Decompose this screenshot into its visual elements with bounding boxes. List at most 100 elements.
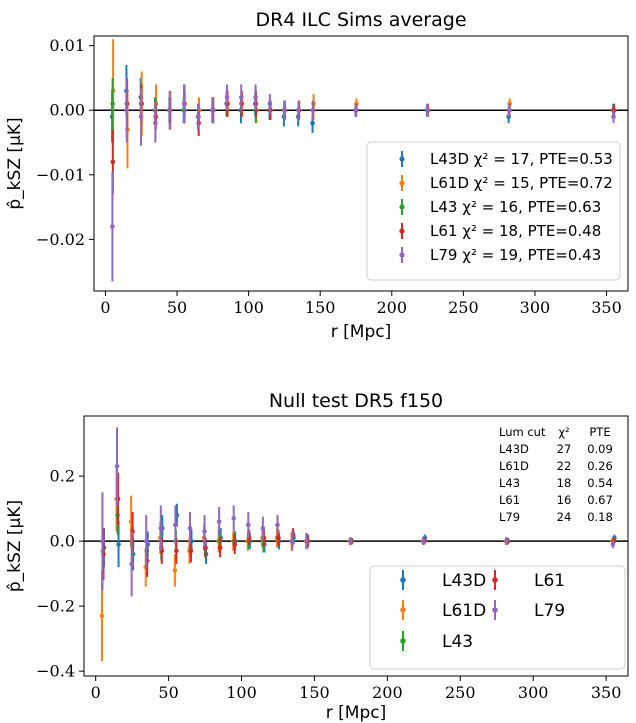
table-cell: L79 [499, 510, 520, 524]
data-point [611, 114, 616, 119]
data-point [116, 542, 121, 547]
data-point [172, 568, 178, 573]
data-point [267, 101, 273, 107]
data-point [353, 107, 359, 113]
legend-label: L43D χ² = 17, PTE=0.53 [430, 150, 613, 168]
legend-box [369, 565, 626, 670]
data-point [281, 107, 287, 113]
data-point [188, 548, 194, 554]
data-point [138, 114, 144, 119]
table-cell: L43D [499, 442, 529, 456]
data-point [610, 542, 616, 547]
x-tick-label: 200 [372, 683, 403, 702]
data-point [187, 525, 193, 531]
data-point [246, 522, 251, 528]
data-point [253, 95, 258, 100]
x-tick-label: 300 [520, 298, 551, 317]
data-point [129, 561, 134, 567]
x-tick-label: 100 [233, 298, 264, 317]
data-point [158, 525, 164, 531]
series-L43D [101, 503, 617, 571]
legend-label: L61 χ² = 18, PTE=0.48 [430, 222, 601, 240]
legend-label: L43 χ² = 16, PTE=0.63 [430, 198, 601, 216]
legend-label: L61D χ² = 15, PTE=0.72 [430, 174, 613, 192]
data-point [348, 538, 353, 544]
data-point [296, 107, 301, 113]
table-header: PTE [589, 425, 610, 439]
x-axis-label: r [Mpc] [326, 703, 386, 723]
table-cell: 22 [557, 459, 572, 473]
x-tick-label: 150 [299, 683, 330, 702]
legend-label: L43 [442, 632, 473, 652]
data-point [114, 464, 120, 469]
data-point [276, 535, 281, 541]
table-cell: L61D [499, 459, 529, 473]
data-point [310, 107, 316, 113]
data-point [224, 95, 230, 100]
y-tick-label: −0.2 [36, 597, 75, 616]
series-L61 [101, 472, 617, 581]
series-L79 [110, 77, 616, 282]
data-point [110, 224, 115, 229]
series-L43 [100, 495, 616, 571]
y-tick-label: −0.02 [36, 230, 85, 249]
x-tick-label: 250 [445, 683, 476, 702]
table-cell: L43 [499, 476, 520, 490]
legend-label: L79 χ² = 19, PTE=0.43 [430, 246, 601, 264]
y-tick-label: 0.2 [50, 467, 75, 486]
data-point [506, 107, 512, 113]
data-point [174, 548, 179, 554]
data-point [231, 516, 237, 521]
y-axis-label: p̂_kSZ [μK] [5, 500, 25, 592]
x-tick-label: 350 [591, 683, 622, 702]
data-point [260, 525, 266, 531]
table-header: Lum cut [499, 425, 546, 439]
y-tick-label: −0.4 [36, 662, 75, 681]
x-axis-label: r [Mpc] [331, 322, 391, 342]
y-tick-label: 0.0 [50, 532, 75, 551]
data-point [310, 120, 315, 126]
data-point [289, 538, 295, 544]
table-cell: 16 [557, 493, 572, 507]
data-point [238, 95, 244, 100]
legend-label: L61D [442, 601, 486, 621]
table-cell: 27 [557, 442, 572, 456]
legend-marker-dot [399, 180, 405, 186]
series-L79 [100, 427, 616, 597]
table-cell: 0.26 [587, 459, 613, 473]
stats-table: Lum cut χ² PTE L43D 27 0.09 L61D 22 0.26 L43 18 0.5… [499, 425, 613, 524]
legend-marker-dot [399, 204, 405, 210]
x-tick-label: 250 [448, 298, 479, 317]
legend-marker-dot [399, 252, 405, 258]
x-tick-label: 50 [167, 298, 187, 317]
legend-label: L43D [442, 571, 486, 591]
data-point [232, 542, 238, 547]
legend-marker-dot [492, 577, 498, 583]
data-point [143, 538, 149, 544]
data-point [124, 107, 130, 113]
chart-title: DR4 ILC Sims average [255, 9, 466, 31]
data-point [304, 538, 309, 544]
legend-marker-dot [400, 607, 406, 613]
data-point [421, 538, 426, 544]
data-point [425, 107, 430, 113]
data-point [100, 538, 105, 544]
data-point [504, 538, 509, 544]
y-axis-label: p̂_kSZ [μK] [5, 117, 25, 209]
legend-label: L79 [534, 601, 565, 621]
x-tick-label: 100 [226, 683, 257, 702]
data-point [110, 159, 116, 165]
x-tick-label: 50 [158, 683, 178, 702]
legend-label: L61 [534, 571, 565, 591]
y-tick-label: −0.01 [36, 165, 85, 184]
data-point [173, 522, 178, 528]
x-tick-label: 150 [305, 298, 336, 317]
data-point [196, 114, 201, 119]
panel-2: Null test DR5 f150 0 50 100 150 200 250 300 350 −… [5, 390, 629, 723]
legend-marker-dot [400, 577, 406, 583]
table-cell: 0.67 [587, 493, 613, 507]
table-cell: 0.54 [587, 476, 613, 490]
data-point [99, 613, 105, 619]
x-tick-label: 200 [377, 298, 408, 317]
